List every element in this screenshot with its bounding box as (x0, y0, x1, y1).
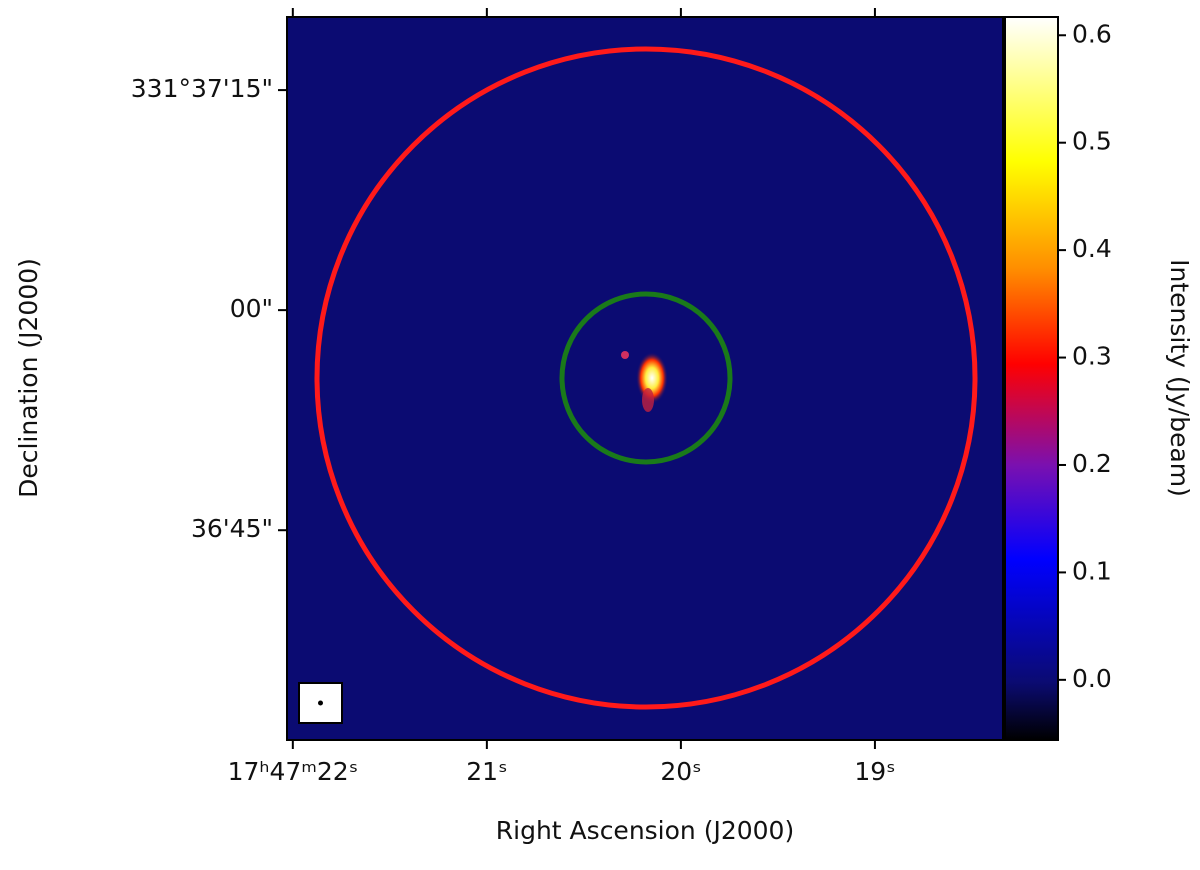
colorbar-tick-label: 0.4 (1072, 234, 1112, 263)
colorbar-tick-label: 0.3 (1072, 342, 1112, 371)
y-tick-label: 00" (230, 294, 273, 323)
colorbar-tick-label: 0.2 (1072, 449, 1112, 478)
y-axis-label: Declination (J2000) (14, 258, 43, 498)
red-region (314, 46, 978, 710)
frame (286, 16, 1004, 741)
source (642, 388, 654, 412)
colorbar-tick-label: 0.1 (1072, 556, 1112, 585)
colorbar (1004, 16, 1059, 741)
colorbar-tick-label: 0.6 (1072, 19, 1112, 48)
y-tick-label: 331°37'15" (131, 74, 273, 103)
x-tick-label: 19ˢ (854, 757, 895, 786)
beam (318, 700, 323, 706)
source (636, 352, 668, 404)
x-axis-label: Right Ascension (J2000) (496, 816, 794, 845)
source (621, 351, 629, 359)
x-tick-label: 21ˢ (466, 757, 507, 786)
colorbar-label: Intensity (Jy/beam) (1165, 259, 1194, 497)
colorbar-tick-label: 0.0 (1072, 664, 1112, 693)
y-tick-label: 36'45" (191, 514, 273, 543)
colorbar-tick-label: 0.5 (1072, 127, 1112, 156)
x-tick-label: 20ˢ (660, 757, 701, 786)
green-region (559, 291, 733, 465)
x-tick-label: 17ʰ47ᵐ22ˢ (228, 757, 358, 786)
